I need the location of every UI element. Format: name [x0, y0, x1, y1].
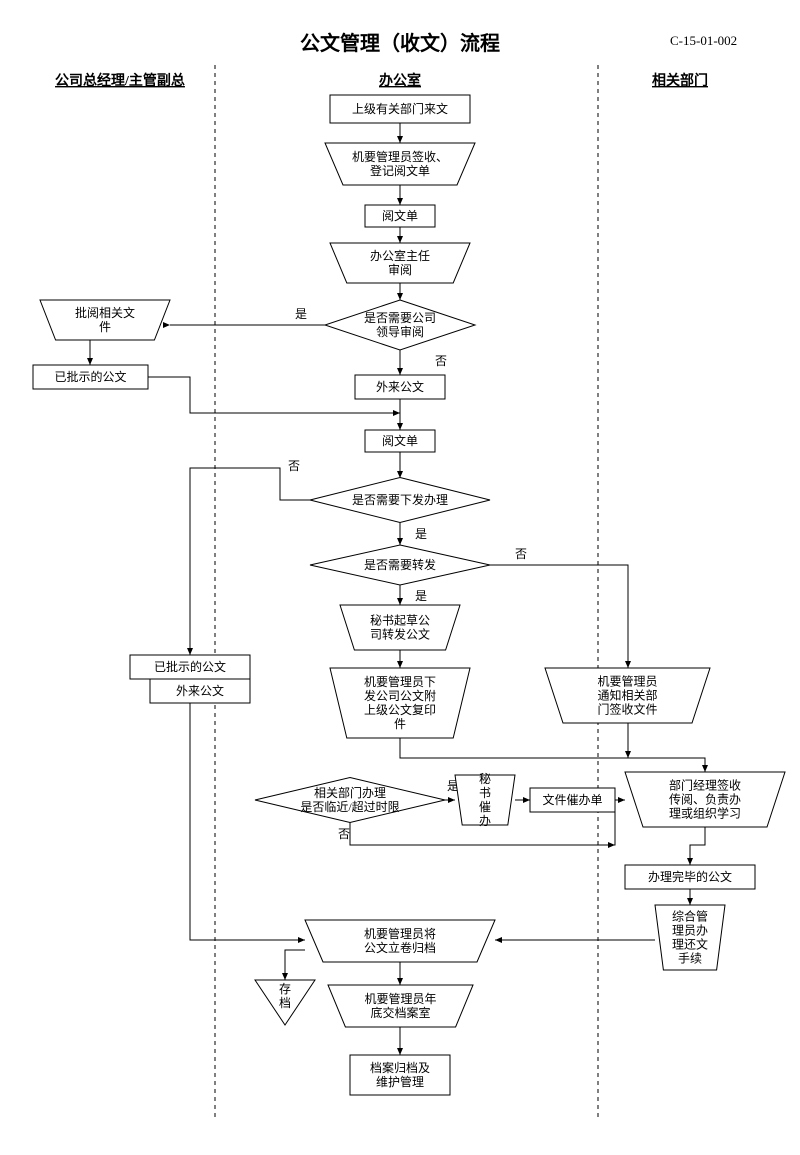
svg-text:已批示的公文: 已批示的公文 [154, 659, 226, 674]
node-n9: 阅文单 [365, 430, 435, 452]
lane-header-left: 公司总经理/主管副总 [55, 72, 185, 89]
node-n11: 是否需要转发 [310, 545, 490, 585]
node-n4: 办公室主任审阅 [330, 243, 470, 283]
edge [690, 827, 705, 865]
node-n13: 已批示的公文 [130, 655, 250, 679]
svg-text:综合管: 综合管 [672, 909, 708, 924]
svg-text:是: 是 [295, 307, 307, 321]
svg-text:文件催办单: 文件催办单 [542, 792, 602, 807]
node-n24: 存档 [255, 980, 315, 1025]
svg-text:相关部门办理: 相关部门办理 [314, 785, 386, 800]
svg-text:否: 否 [515, 547, 527, 561]
edge [285, 950, 305, 980]
node-n19: 文件催办单 [530, 788, 615, 812]
svg-text:阅文单: 阅文单 [382, 433, 418, 448]
diagram-title: 公文管理（收文）流程 [300, 31, 500, 55]
svg-text:办公室主任: 办公室主任 [370, 248, 430, 263]
svg-text:批阅相关文: 批阅相关文 [75, 305, 135, 320]
node-n21: 办理完毕的公文 [625, 865, 755, 889]
svg-text:是否需要公司: 是否需要公司 [364, 311, 436, 325]
node-n3: 阅文单 [365, 205, 435, 227]
svg-text:否: 否 [435, 354, 447, 368]
svg-text:上级公文复印: 上级公文复印 [364, 702, 436, 717]
node-n17: 相关部门办理是否临近/超过时限 [255, 778, 445, 823]
svg-text:维护管理: 维护管理 [376, 1074, 424, 1089]
node-n2: 机要管理员签收、登记阅文单 [325, 143, 475, 185]
svg-text:机要管理员年: 机要管理员年 [364, 991, 436, 1006]
svg-text:发公司公文附: 发公司公文附 [364, 688, 436, 703]
node-n7: 已批示的公文 [33, 365, 148, 389]
lane-header-center: 办公室 [379, 72, 421, 89]
svg-text:机要管理员: 机要管理员 [597, 674, 657, 689]
svg-text:机要管理员签收、: 机要管理员签收、 [352, 149, 448, 164]
node-n18: 秘书催办 [455, 772, 515, 828]
svg-text:秘: 秘 [479, 772, 491, 786]
node-n5: 是否需要公司领导审阅 [325, 300, 475, 350]
svg-text:书: 书 [479, 786, 491, 800]
node-n20: 部门经理签收传阅、负责办理或组织学习 [625, 772, 785, 827]
svg-text:存: 存 [279, 982, 291, 996]
svg-text:底交档案室: 底交档案室 [370, 1005, 430, 1020]
node-n23: 机要管理员将公文立卷归档 [305, 920, 495, 962]
edge [190, 468, 310, 655]
svg-text:公文立卷归档: 公文立卷归档 [364, 940, 436, 955]
doc-number: C-15-01-002 [670, 33, 737, 48]
svg-text:传阅、负责办: 传阅、负责办 [669, 792, 741, 807]
node-n12: 秘书起草公司转发公文 [340, 605, 460, 650]
edge [490, 565, 628, 668]
lane-header-right: 相关部门 [652, 72, 708, 89]
node-n6: 批阅相关文件 [40, 300, 170, 340]
node-n14: 外来公文 [150, 679, 250, 703]
svg-text:件: 件 [99, 320, 111, 334]
node-n8: 外来公文 [355, 375, 445, 399]
svg-text:部门经理签收: 部门经理签收 [669, 778, 741, 793]
node-n10: 是否需要下发办理 [310, 478, 490, 523]
flowchart-canvas: 公文管理（收文）流程 C-15-01-002 公司总经理/主管副总 办公室 相关… [0, 0, 800, 1155]
node-n22: 综合管理员办理还文手续 [655, 905, 725, 970]
svg-text:阅文单: 阅文单 [382, 208, 418, 223]
svg-text:领导审阅: 领导审阅 [376, 324, 424, 339]
svg-text:是否需要转发: 是否需要转发 [364, 557, 436, 572]
node-n16: 机要管理员通知相关部门签收文件 [545, 668, 710, 723]
svg-text:档案归档及: 档案归档及 [370, 1060, 430, 1075]
svg-text:否: 否 [338, 827, 350, 841]
svg-text:件: 件 [394, 717, 406, 731]
svg-text:理或组织学习: 理或组织学习 [669, 806, 741, 821]
svg-text:通知相关部: 通知相关部 [597, 688, 657, 703]
svg-text:机要管理员将: 机要管理员将 [364, 926, 436, 941]
svg-text:档: 档 [279, 996, 291, 1010]
node-n1: 上级有关部门来文 [330, 95, 470, 123]
svg-text:门签收文件: 门签收文件 [597, 702, 657, 717]
node-n15: 机要管理员下发公司公文附上级公文复印件 [330, 668, 470, 738]
svg-text:已批示的公文: 已批示的公文 [54, 369, 126, 384]
svg-text:上级有关部门来文: 上级有关部门来文 [352, 101, 448, 116]
edge [190, 703, 305, 940]
node-n26: 档案归档及维护管理 [350, 1055, 450, 1095]
svg-text:理还文: 理还文 [672, 937, 708, 952]
svg-text:催: 催 [479, 800, 491, 814]
svg-text:否: 否 [288, 459, 300, 473]
nodes-layer: 上级有关部门来文机要管理员签收、登记阅文单阅文单办公室主任审阅是否需要公司领导审… [33, 95, 785, 1095]
svg-text:理员办: 理员办 [672, 923, 708, 938]
svg-text:审阅: 审阅 [388, 262, 412, 277]
svg-text:是否需要下发办理: 是否需要下发办理 [352, 492, 448, 507]
svg-text:办理完毕的公文: 办理完毕的公文 [648, 869, 732, 884]
svg-text:是: 是 [415, 527, 427, 541]
svg-text:外来公文: 外来公文 [176, 683, 224, 698]
svg-text:机要管理员下: 机要管理员下 [364, 674, 436, 689]
svg-text:司转发公文: 司转发公文 [370, 627, 430, 642]
svg-text:秘书起草公: 秘书起草公 [370, 614, 430, 628]
svg-text:是否临近/超过时限: 是否临近/超过时限 [300, 799, 399, 814]
svg-text:外来公文: 外来公文 [376, 379, 424, 394]
node-n25: 机要管理员年底交档案室 [328, 985, 473, 1027]
edge [400, 738, 705, 772]
svg-text:办: 办 [479, 813, 491, 828]
svg-text:登记阅文单: 登记阅文单 [370, 163, 430, 178]
svg-text:是: 是 [415, 589, 427, 603]
svg-text:手续: 手续 [678, 952, 702, 966]
